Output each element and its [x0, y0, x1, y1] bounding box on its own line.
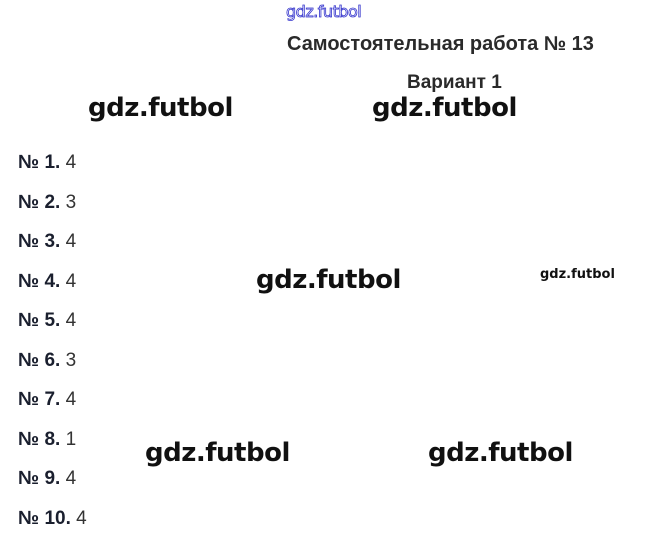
- watermark: gdz.futbol: [88, 93, 233, 123]
- answer-item: № 5. 4: [18, 310, 76, 332]
- answer-number: № 6.: [18, 349, 61, 371]
- answer-item: № 9. 4: [18, 468, 76, 490]
- answer-item: № 1. 4: [18, 152, 76, 174]
- page-title: Самостоятельная работа № 13: [287, 33, 594, 55]
- watermark: gdz.futbol: [372, 93, 517, 123]
- answer-value: 4: [65, 231, 77, 252]
- answer-item: № 6. 3: [18, 350, 76, 372]
- answer-value: 4: [76, 507, 87, 529]
- variant-heading: Вариант 1: [407, 72, 502, 93]
- answer-number: № 5.: [18, 310, 61, 331]
- answer-item: № 7. 4: [18, 389, 76, 411]
- answer-value: 3: [65, 191, 77, 213]
- answer-value: 1: [65, 428, 77, 450]
- answer-item: № 3. 4: [18, 231, 76, 253]
- answer-item: № 2. 3: [18, 192, 76, 214]
- watermark: gdz.futbol: [428, 438, 573, 468]
- watermark: gdz.futbol: [256, 265, 401, 295]
- answer-number: № 7.: [18, 389, 61, 410]
- answer-number: № 4.: [18, 270, 61, 292]
- watermark: gdz.futbol: [540, 267, 615, 282]
- answer-number: № 10.: [18, 507, 71, 529]
- watermark-top: gdz.futbol: [286, 2, 363, 22]
- answer-item: № 8. 1: [18, 429, 76, 451]
- answer-item: № 10. 4: [18, 508, 87, 530]
- answer-number: № 2.: [18, 191, 61, 213]
- answer-value: 4: [65, 468, 77, 489]
- answer-item: № 4. 4: [18, 271, 76, 293]
- watermark: gdz.futbol: [145, 438, 290, 468]
- answer-value: 4: [65, 152, 77, 173]
- answer-value: 3: [65, 349, 77, 371]
- answer-value: 4: [65, 389, 77, 410]
- answer-number: № 1.: [18, 152, 61, 173]
- answer-number: № 8.: [18, 428, 61, 450]
- answer-number: № 9.: [18, 468, 61, 489]
- answer-value: 4: [65, 310, 77, 331]
- answer-number: № 3.: [18, 231, 61, 252]
- answer-value: 4: [65, 270, 77, 292]
